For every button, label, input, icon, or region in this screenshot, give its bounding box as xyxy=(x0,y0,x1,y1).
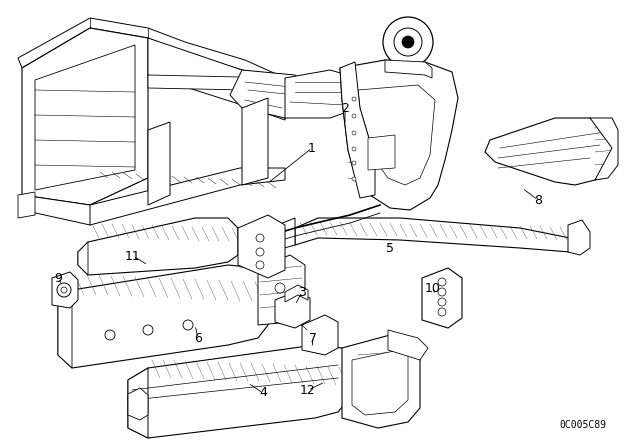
Circle shape xyxy=(352,147,356,151)
Circle shape xyxy=(143,325,153,335)
Circle shape xyxy=(383,17,433,67)
Circle shape xyxy=(394,28,422,56)
Polygon shape xyxy=(18,192,35,218)
Text: 5: 5 xyxy=(386,241,394,254)
Circle shape xyxy=(438,288,446,296)
Circle shape xyxy=(256,248,264,256)
Polygon shape xyxy=(388,330,428,360)
Text: 9: 9 xyxy=(54,271,62,284)
Text: 8: 8 xyxy=(534,194,542,207)
Polygon shape xyxy=(340,62,375,198)
Text: 0C005C89: 0C005C89 xyxy=(559,420,606,430)
Polygon shape xyxy=(568,220,590,255)
Text: 11: 11 xyxy=(125,250,141,263)
Polygon shape xyxy=(128,345,348,438)
Polygon shape xyxy=(78,242,88,275)
Polygon shape xyxy=(368,135,395,170)
Circle shape xyxy=(402,36,414,48)
Polygon shape xyxy=(78,218,238,275)
Polygon shape xyxy=(148,75,285,95)
Text: 4: 4 xyxy=(259,387,267,400)
Polygon shape xyxy=(148,38,285,120)
Circle shape xyxy=(183,320,193,330)
Circle shape xyxy=(438,278,446,286)
Polygon shape xyxy=(128,368,148,438)
Polygon shape xyxy=(352,348,408,415)
Polygon shape xyxy=(52,272,78,308)
Polygon shape xyxy=(58,290,72,368)
Polygon shape xyxy=(302,315,338,355)
Circle shape xyxy=(61,287,67,293)
Text: 3: 3 xyxy=(298,285,306,298)
Polygon shape xyxy=(242,98,268,185)
Text: 10: 10 xyxy=(425,281,441,294)
Text: 1: 1 xyxy=(308,142,316,155)
Polygon shape xyxy=(90,168,285,225)
Circle shape xyxy=(352,177,356,181)
Polygon shape xyxy=(18,18,285,88)
Polygon shape xyxy=(275,292,310,328)
Polygon shape xyxy=(22,28,148,205)
Polygon shape xyxy=(285,70,358,118)
Polygon shape xyxy=(358,85,435,185)
Polygon shape xyxy=(35,45,135,190)
Polygon shape xyxy=(128,388,148,420)
Polygon shape xyxy=(230,70,310,118)
Polygon shape xyxy=(385,60,432,78)
Text: 2: 2 xyxy=(341,102,349,115)
Text: 7: 7 xyxy=(309,332,317,345)
Polygon shape xyxy=(355,68,390,108)
Text: 12: 12 xyxy=(300,383,316,396)
Polygon shape xyxy=(258,218,295,252)
Text: 6: 6 xyxy=(194,332,202,345)
Polygon shape xyxy=(485,118,615,185)
Circle shape xyxy=(256,234,264,242)
Circle shape xyxy=(352,97,356,101)
Circle shape xyxy=(352,161,356,165)
Polygon shape xyxy=(422,268,462,328)
Polygon shape xyxy=(590,118,618,180)
Circle shape xyxy=(256,261,264,269)
Polygon shape xyxy=(295,218,570,252)
Polygon shape xyxy=(148,122,170,205)
Polygon shape xyxy=(285,285,308,302)
Polygon shape xyxy=(238,215,285,278)
Polygon shape xyxy=(340,60,458,210)
Polygon shape xyxy=(342,335,420,428)
Polygon shape xyxy=(258,255,305,325)
Polygon shape xyxy=(22,178,148,225)
Polygon shape xyxy=(58,265,268,368)
Circle shape xyxy=(57,283,71,297)
Circle shape xyxy=(352,131,356,135)
Circle shape xyxy=(105,330,115,340)
Circle shape xyxy=(438,308,446,316)
Circle shape xyxy=(438,298,446,306)
Circle shape xyxy=(275,283,285,293)
Circle shape xyxy=(352,114,356,118)
